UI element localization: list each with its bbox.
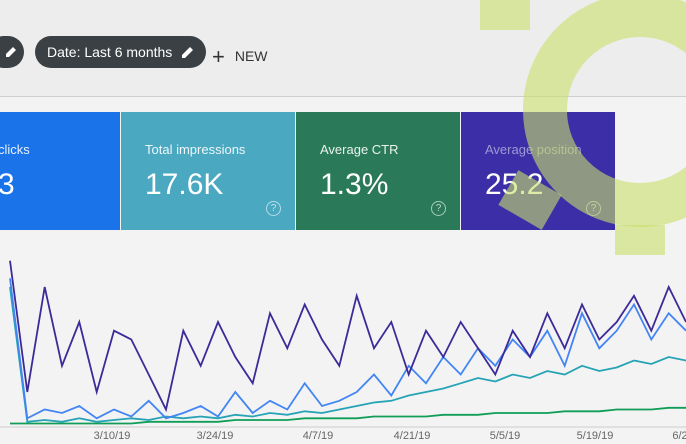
help-icon[interactable]: ? [431,201,446,216]
date-filter-chip[interactable]: Date: Last 6 months [35,36,207,68]
card-value: 1.3% [320,168,389,201]
metric-card[interactable]: clicks 3 [0,112,120,230]
metric-card[interactable]: Total impressions 17.6K ? [121,112,295,230]
new-button-text: NEW [234,48,268,64]
card-label: Total impressions [145,142,246,157]
help-icon[interactable]: ? [586,201,601,216]
new-button[interactable]: + NEW [212,44,268,69]
edit-button[interactable] [0,36,24,68]
card-value: 25.2 [485,168,544,201]
card-value: 3 [0,168,15,201]
chart: 3/10/19 3/24/19 4/7/19 4/21/19 5/5/19 5/19/19… [0,260,686,442]
series-line [10,406,686,425]
series-line [9,286,686,423]
card-label: Average position [485,142,582,157]
x-tick-label: 5/19/19 [577,430,614,442]
x-tick-label: 4/7/19 [303,430,334,442]
edit-icon [182,47,194,58]
x-tick-label: 5/5/19 [490,430,521,442]
help-icon[interactable]: ? [266,201,281,216]
card-label: clicks [0,142,30,157]
metric-card[interactable]: Average CTR 1.3% ? [296,112,460,230]
series-line [9,278,686,420]
metric-card[interactable]: Average position 25.2 ? [461,112,615,230]
edit-icon [6,47,16,57]
date-filter-text: Date: Last 6 months [47,44,173,60]
x-tick-label: 3/10/19 [94,430,131,442]
card-value: 17.6K [145,168,224,201]
toolbar: Date: Last 6 months + NEW [0,0,686,97]
x-tick-label: 4/21/19 [394,430,431,442]
series-line [9,260,686,413]
card-label: Average CTR [320,142,399,157]
x-tick-label: 3/24/19 [197,430,234,442]
x-tick-label: 6/2 [672,430,686,442]
